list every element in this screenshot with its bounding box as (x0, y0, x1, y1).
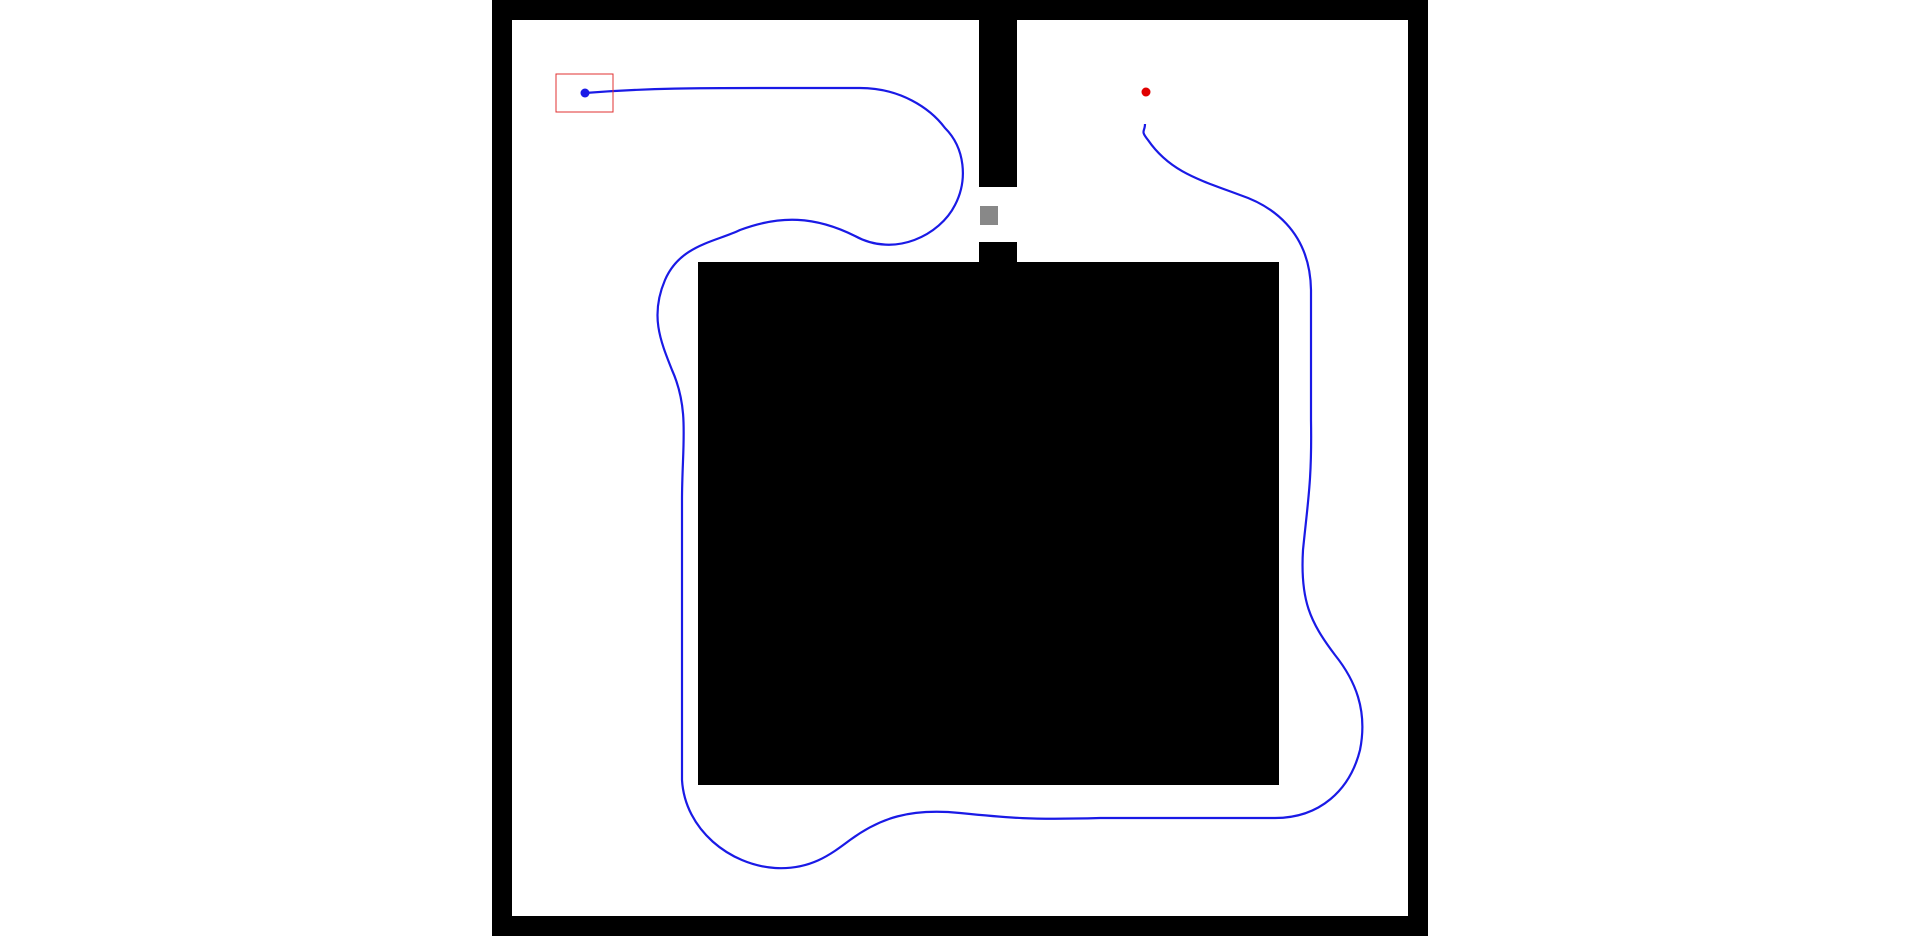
divider-upper (979, 18, 1017, 187)
wall-right (1408, 0, 1428, 936)
goal-dot-icon[interactable] (1141, 87, 1151, 97)
agent-dot-icon[interactable] (580, 88, 590, 98)
divider-lower (979, 242, 1017, 264)
door-block-icon[interactable] (980, 206, 998, 225)
planned-path (584, 86, 1364, 870)
outer-walls (492, 0, 1428, 936)
start-box (555, 73, 614, 113)
wall-left (492, 0, 512, 936)
wall-bottom (492, 916, 1428, 936)
wall-top (492, 0, 1428, 20)
divider-wall (979, 18, 1017, 264)
central-obstacle (698, 262, 1279, 785)
